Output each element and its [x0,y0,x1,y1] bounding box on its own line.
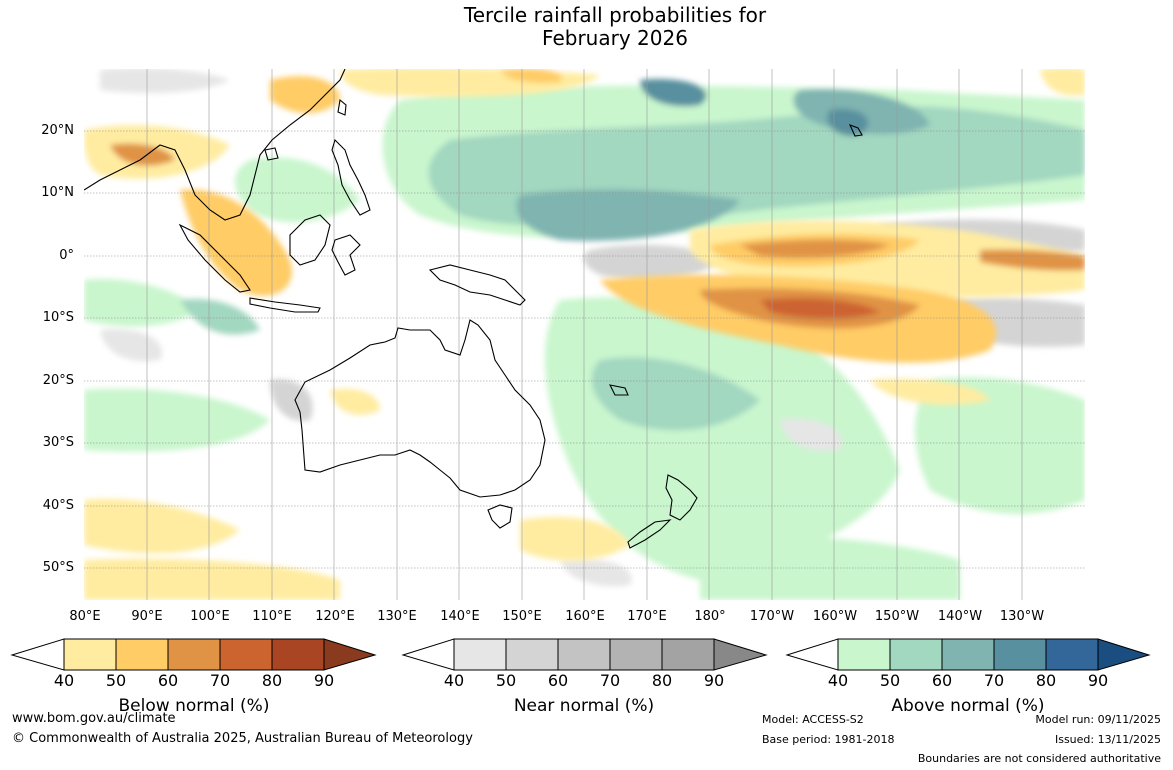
lon-label: 160°E [565,609,605,624]
colorbar-label-below: Below normal (%) [118,696,270,716]
lon-label: 160°W [812,609,858,624]
map-title: Tercile rainfall probabilities for Febru… [0,4,1173,50]
lon-label: 140°W [937,609,983,624]
title-line-2: February 2026 [542,26,688,50]
lon-label: 80°E [69,609,101,624]
lon-label: 90°E [131,609,163,624]
colorbar-tick: 90 [703,671,725,690]
colorbar-tick: 50 [879,671,901,690]
colorbar-tick: 60 [931,671,953,690]
java-coastline [249,297,321,313]
colorbar-tick: 40 [827,671,849,690]
lat-label: 20°N [41,123,74,138]
asia-mainland-coastline [84,69,346,221]
above-normal-regions [84,79,1085,600]
footer-copyright: © Commonwealth of Australia 2025, Austra… [12,731,473,746]
lat-label: 50°S [42,560,74,575]
colorbar-tick: 40 [443,671,465,690]
footer-url[interactable]: www.bom.gov.au/climate [12,711,176,726]
colorbar-label-near: Near normal (%) [513,696,655,716]
australia-coastline [294,319,546,498]
colorbar-tick: 70 [599,671,621,690]
colorbar-tick: 90 [1087,671,1109,690]
lat-label: 10°S [42,310,74,325]
footer-model-run: Model run: 09/11/2025 [1035,713,1161,726]
tasmania-coastline [487,504,513,529]
lon-label: 140°E [440,609,480,624]
lon-label: 170°E [627,609,667,624]
new-zealand-north [665,474,698,521]
colorbar-tick: 60 [157,671,179,690]
colorbar-above [785,638,1151,671]
title-line-1: Tercile rainfall probabilities for [463,3,767,27]
new-zealand-south [627,519,672,549]
lon-label: 170°W [749,609,795,624]
colorbar-tick: 80 [1035,671,1057,690]
lon-label: 150°W [874,609,920,624]
coastlines [84,69,863,549]
lon-label: 150°E [502,609,542,624]
hainan-coastline [264,147,279,161]
gridlines [84,130,1085,569]
colorbar-tick: 60 [547,671,569,690]
colorbar-tick: 70 [209,671,231,690]
colorbar-tick: 70 [983,671,1005,690]
fiji-outline [609,384,629,396]
colorbar-tick: 80 [261,671,283,690]
colorbar-label-above: Above normal (%) [891,696,1045,716]
footer-disclaimer: Boundaries are not considered authoritat… [917,752,1161,765]
colorbar-tick: 50 [495,671,517,690]
lon-label: 130°W [999,609,1045,624]
colorbar-below [10,638,377,671]
hawaii-outline [848,124,863,137]
colorbar-tick: 50 [105,671,127,690]
lat-label: 10°N [41,185,74,200]
lon-label: 130°E [377,609,417,624]
lat-label: 0° [59,248,74,263]
borneo-coastline [289,214,331,266]
lon-label: 120°E [315,609,355,624]
lat-label: 20°S [42,373,74,388]
lon-label: 180° [694,609,726,624]
new-guinea-coastline [428,264,526,306]
footer-base-period: Base period: 1981-2018 [762,733,895,746]
map-area [84,69,1085,600]
sulawesi-coastline [331,234,361,276]
colorbar-near [401,638,768,671]
footer-issued: Issued: 13/11/2025 [1054,733,1161,746]
lon-label: 110°E [252,609,292,624]
sumatra-coastline [178,223,251,293]
lat-label: 40°S [42,498,74,513]
lon-label: 100°E [190,609,230,624]
taiwan-coastline [337,98,347,116]
colorbar-tick: 40 [53,671,75,690]
philippines-coastline [331,138,371,216]
colorbar-tick: 90 [313,671,335,690]
colorbar-tick: 80 [651,671,673,690]
lat-label: 30°S [42,435,74,450]
meridians [146,69,1023,600]
footer-model: Model: ACCESS-S2 [762,713,864,726]
